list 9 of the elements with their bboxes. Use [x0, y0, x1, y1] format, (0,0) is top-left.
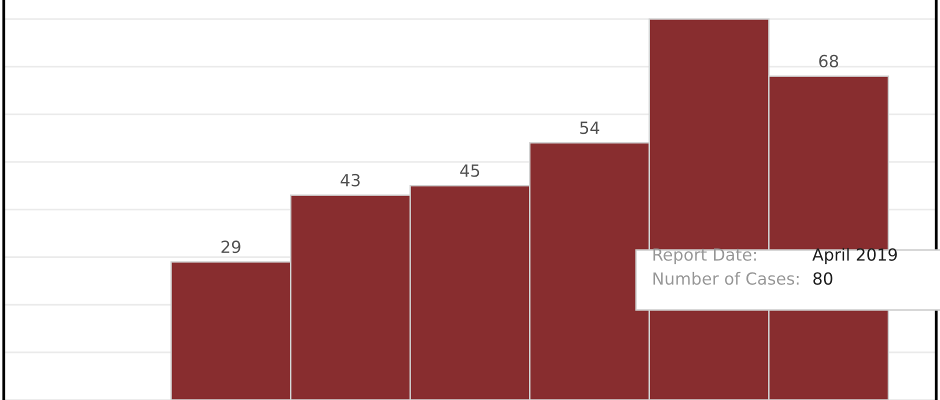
data-label: 29 [222, 240, 240, 254]
data-label: 45 [460, 164, 480, 177]
annotation: Number of Cases: [653, 272, 799, 285]
annotation: 80 [813, 272, 832, 285]
annotation: Report Date: [653, 248, 756, 264]
annotation: April 2019 [812, 248, 897, 264]
data-label: 43 [340, 174, 360, 186]
data-label: 54 [580, 122, 600, 134]
data-label: 68 [819, 54, 838, 68]
